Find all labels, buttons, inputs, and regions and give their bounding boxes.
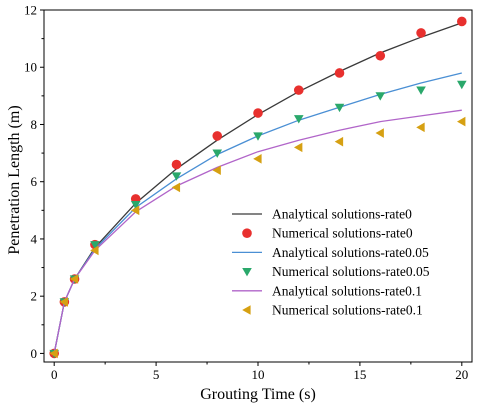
legend-item: Analytical solutions-rate0.05 bbox=[232, 245, 429, 260]
x-tick-label: 15 bbox=[353, 367, 366, 382]
data-point bbox=[90, 241, 100, 250]
data-point bbox=[49, 348, 58, 359]
data-point bbox=[212, 149, 223, 158]
legend-marker-swatch bbox=[242, 305, 251, 315]
data-point bbox=[334, 136, 344, 147]
legend-marker-swatch bbox=[242, 228, 252, 238]
y-tick-label: 8 bbox=[31, 117, 38, 132]
data-point bbox=[293, 142, 303, 153]
legend-item: Numerical solutions-rate0.1 bbox=[242, 303, 423, 318]
y-tick-label: 4 bbox=[31, 231, 38, 246]
data-point bbox=[130, 201, 141, 210]
data-point bbox=[375, 92, 386, 101]
data-point bbox=[69, 274, 79, 284]
legend-label: Numerical solutions-rate0.05 bbox=[272, 264, 430, 279]
x-tick-label: 0 bbox=[51, 367, 58, 382]
legend-label: Analytical solutions-rate0 bbox=[272, 207, 412, 222]
legend-label: Analytical solutions-rate0.1 bbox=[272, 283, 422, 298]
y-tick-label: 12 bbox=[24, 3, 37, 18]
legend-item: Analytical solutions-rate0.1 bbox=[232, 283, 422, 298]
x-tick-label: 10 bbox=[252, 367, 265, 382]
x-tick-label: 5 bbox=[153, 367, 160, 382]
legend-item: Numerical solutions-rate0 bbox=[242, 226, 413, 241]
y-tick-label: 2 bbox=[31, 289, 38, 304]
data-point bbox=[334, 68, 345, 78]
legend-item: Analytical solutions-rate0 bbox=[232, 207, 412, 222]
x-tick-label: 20 bbox=[455, 367, 468, 382]
series-4 bbox=[49, 80, 467, 359]
data-point bbox=[457, 16, 467, 27]
y-tick-label: 6 bbox=[31, 174, 38, 189]
data-point bbox=[416, 122, 425, 133]
legend-item: Numerical solutions-rate0.05 bbox=[242, 264, 430, 279]
data-point bbox=[375, 50, 386, 61]
data-point bbox=[90, 245, 99, 256]
legend-marker-swatch bbox=[242, 268, 252, 277]
data-point bbox=[457, 116, 466, 127]
data-point bbox=[171, 172, 182, 181]
axes: 0 5 10 15 20 0 2 4 6 8 10 12 bbox=[24, 3, 473, 382]
legend-label: Numerical solutions-rate0 bbox=[272, 226, 413, 241]
data-point bbox=[171, 159, 182, 170]
series-6 bbox=[49, 116, 466, 359]
x-axis-title: Grouting Time (s) bbox=[200, 386, 316, 403]
series-layer bbox=[49, 16, 467, 359]
legend-label: Numerical solutions-rate0.1 bbox=[272, 303, 423, 318]
data-point bbox=[171, 182, 181, 193]
y-tick-label: 0 bbox=[31, 346, 38, 361]
data-point bbox=[59, 297, 68, 307]
y-tick-label: 10 bbox=[24, 60, 37, 75]
data-point bbox=[416, 28, 426, 38]
legend-label: Analytical solutions-rate0.05 bbox=[272, 245, 429, 260]
data-point bbox=[457, 80, 467, 90]
legend: Analytical solutions-rate0 Numerical solu… bbox=[232, 207, 430, 318]
data-point bbox=[130, 205, 140, 216]
data-point bbox=[416, 86, 426, 95]
y-axis-title: Penetration Length (m) bbox=[6, 105, 23, 254]
data-point bbox=[293, 115, 304, 124]
data-point bbox=[212, 165, 221, 176]
data-point bbox=[375, 128, 384, 138]
data-point bbox=[334, 103, 345, 113]
data-point bbox=[253, 154, 262, 164]
data-point bbox=[212, 131, 223, 141]
data-point bbox=[293, 85, 304, 95]
data-point bbox=[253, 132, 263, 141]
data-point bbox=[253, 108, 263, 118]
